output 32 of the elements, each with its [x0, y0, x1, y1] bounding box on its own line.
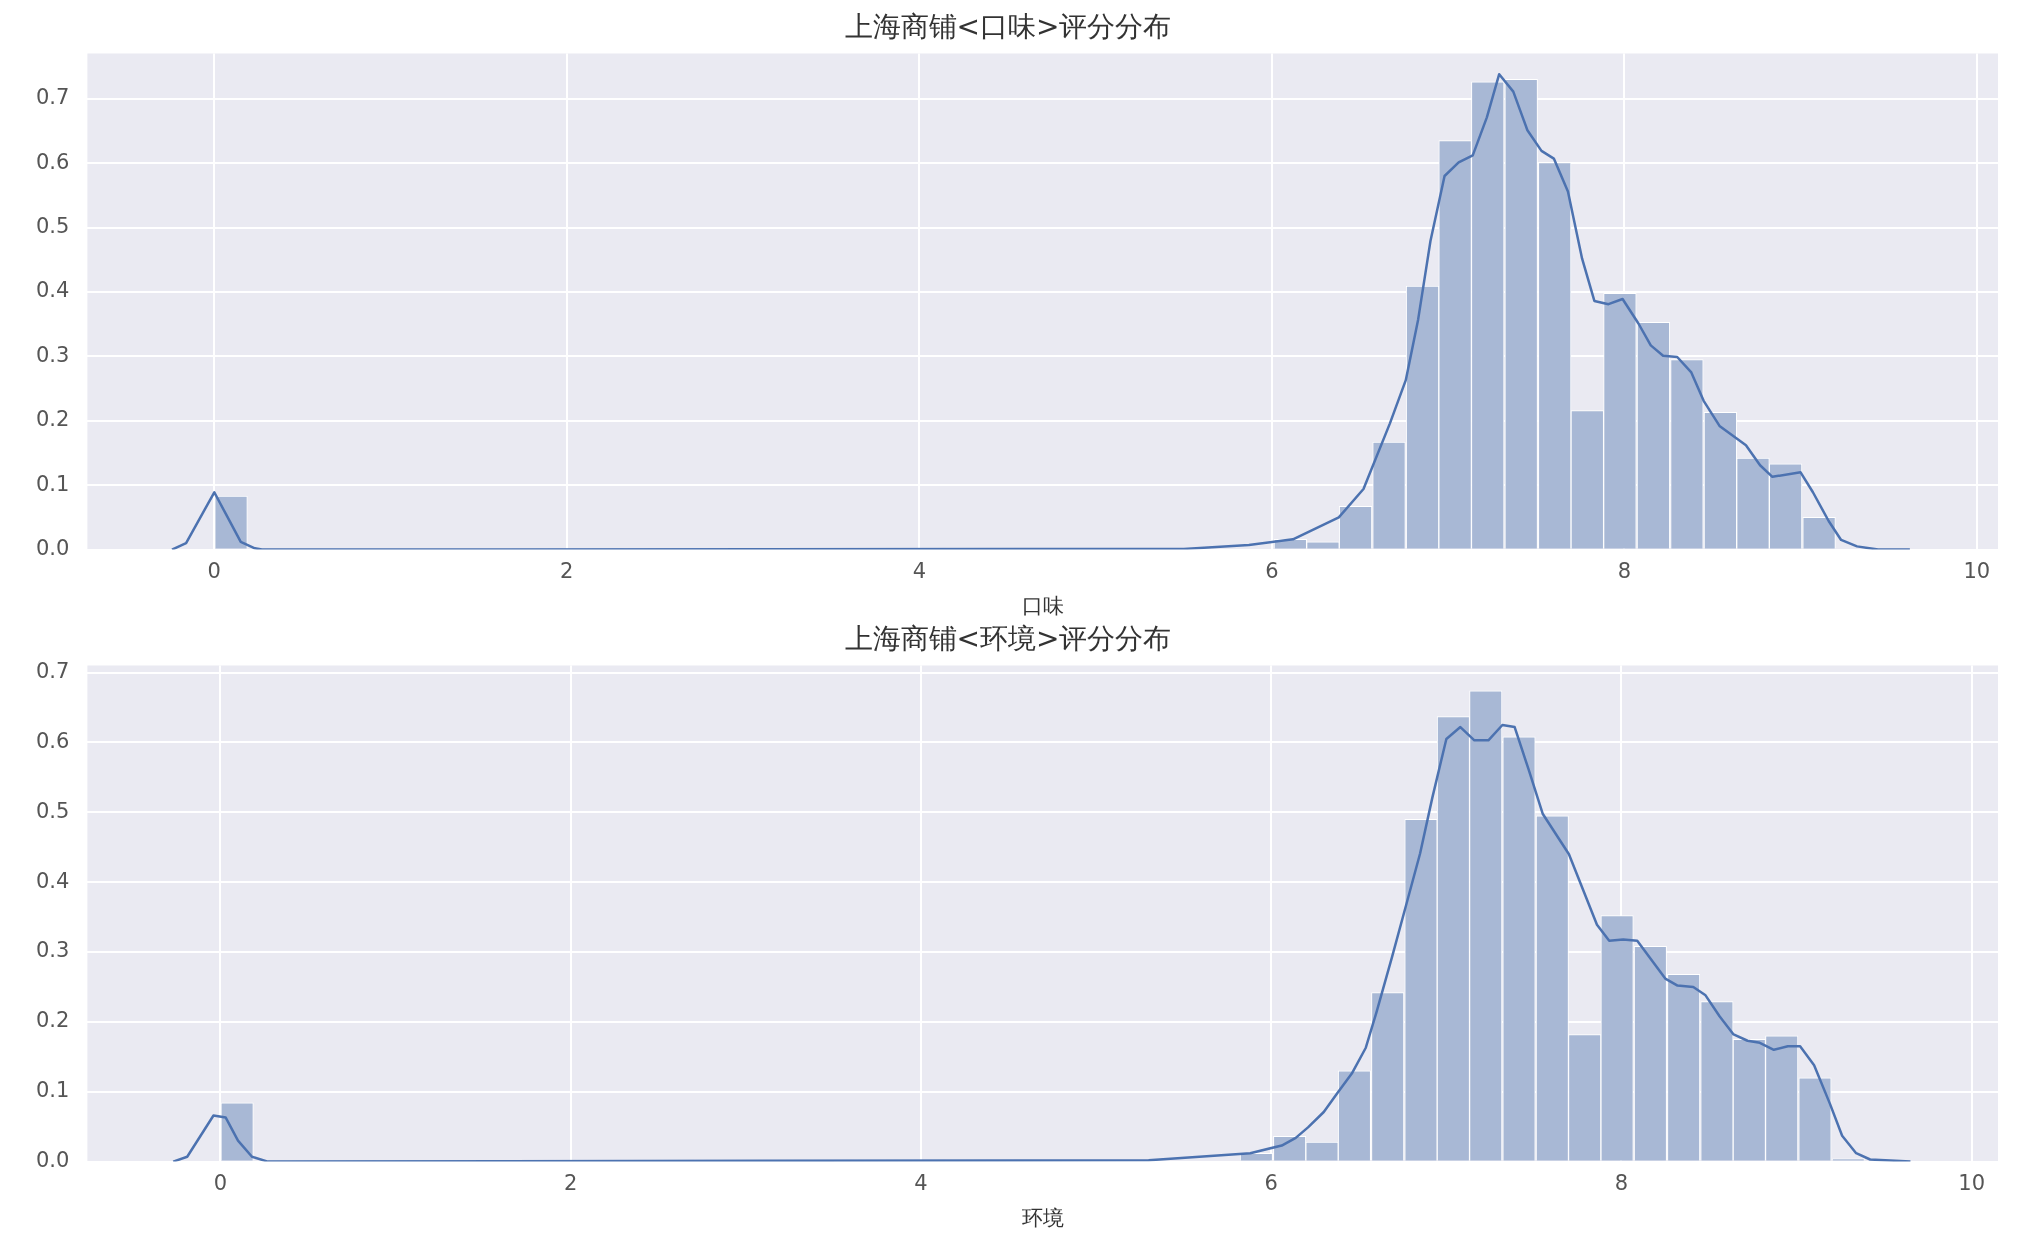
y-tick-label: 0.5	[35, 798, 70, 823]
y-tick-label: 0.3	[35, 342, 70, 367]
x-tick-label: 10	[1958, 1170, 1986, 1195]
y-tick-label: 0.2	[35, 407, 70, 432]
x-tick-label: 4	[914, 1170, 928, 1195]
x-tick-label: 8	[1617, 558, 1632, 583]
y-tick-label: 0.7	[35, 85, 70, 110]
y-tick-label: 0.2	[35, 1008, 70, 1033]
x-tick-label: 8	[1614, 1170, 1629, 1195]
y-tick-label: 0.3	[35, 938, 70, 963]
y-tick-label: 0.4	[35, 278, 70, 303]
y-tick-label: 0.1	[35, 471, 70, 496]
y-tick-label: 0.0	[35, 536, 70, 561]
x-tick-label: 0	[213, 1170, 228, 1195]
y-tick-label: 0.4	[35, 868, 70, 893]
y-tick-label: 0.5	[35, 213, 70, 238]
y-tick-label: 0.7	[35, 659, 70, 684]
x-tick-label: 4	[912, 558, 927, 583]
y-tick-label: 0.6	[35, 149, 70, 174]
y-tick-label: 0.0	[35, 1148, 70, 1173]
x-tick-label: 10	[1963, 558, 1991, 583]
chart-title: 上海商铺<环境>评分分布	[844, 622, 1172, 656]
x-tick-label: 6	[1264, 1170, 1278, 1195]
x-tick-label: 2	[560, 558, 574, 583]
x-axis-title: 口味	[1021, 593, 1064, 618]
y-tick-label: 0.1	[35, 1078, 70, 1103]
y-tick-label: 0.6	[35, 728, 70, 753]
x-axis-title: 环境	[1021, 1205, 1064, 1230]
x-tick-label: 0	[207, 558, 221, 583]
chart-title: 上海商铺<口味>评分分布	[844, 10, 1172, 44]
x-tick-label: 6	[1265, 558, 1279, 583]
x-tick-label: 2	[564, 1170, 578, 1195]
